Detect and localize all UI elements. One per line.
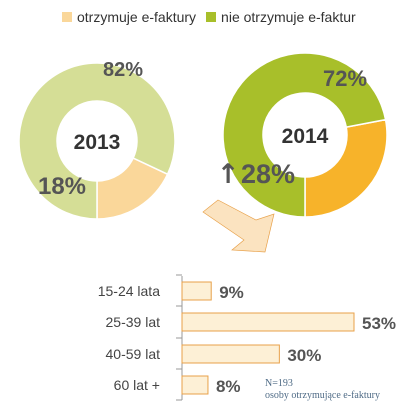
bar-value-label-1: 53% [362, 314, 396, 333]
legend-swatch-not-receives [206, 12, 217, 22]
legend-item-receives: otrzymuje e-faktury [62, 9, 196, 25]
donut-2013-center-label: 2013 [74, 131, 121, 154]
donut-2013-value-label-not-receives: 82% [103, 59, 143, 81]
bar-value-label-2: 30% [287, 346, 321, 365]
bar-category-label-1: 25-39 lat [106, 314, 161, 330]
donut-2014-slice-receives [304, 118, 388, 218]
legend-label-not-receives: nie otrzymuje e-faktur [221, 9, 356, 25]
bar-category-label-0: 15-24 lata [98, 283, 160, 299]
legend-swatch-receives [62, 12, 72, 22]
donut-charts: 2013 18% 82% 2014 28% 72% ↑ [18, 52, 388, 220]
bar-value-label-0: 9% [219, 283, 244, 302]
bar-3 [181, 375, 209, 395]
bar-0 [181, 281, 212, 301]
bar-category-label-3: 60 lat + [114, 377, 160, 393]
donut-2013-value-label-receives: 18% [38, 173, 86, 200]
legend-item-not-receives: nie otrzymuje e-faktur [206, 9, 356, 25]
age-bar-chart: 15-24 lata 9% 25-39 lat 53% 40-59 lat 30% 60 l… [98, 274, 396, 401]
donut-2014-center-label: 2014 [282, 125, 329, 148]
donut-2014-value-label-not-receives: 72% [323, 66, 367, 91]
donut-2014-slice-not-receives [222, 52, 387, 218]
up-arrow-icon: ↑ [217, 159, 240, 190]
bar-2 [181, 344, 280, 364]
bar-1 [181, 312, 355, 332]
callout-arrow [202, 199, 275, 253]
bar-category-label-2: 40-59 lat [106, 346, 161, 362]
legend: otrzymuje e-faktury nie otrzymuje e-fakt… [62, 8, 366, 26]
bar-value-label-3: 8% [216, 377, 241, 396]
sample-size-note: N=193 [265, 378, 293, 389]
donut-2013-slice-not-receives [18, 62, 176, 220]
subset-note: osoby otrzymujące e-faktury [265, 390, 380, 401]
donut-2014-value-label-receives: 28% [241, 159, 295, 189]
legend-label-receives: otrzymuje e-faktury [77, 9, 197, 25]
